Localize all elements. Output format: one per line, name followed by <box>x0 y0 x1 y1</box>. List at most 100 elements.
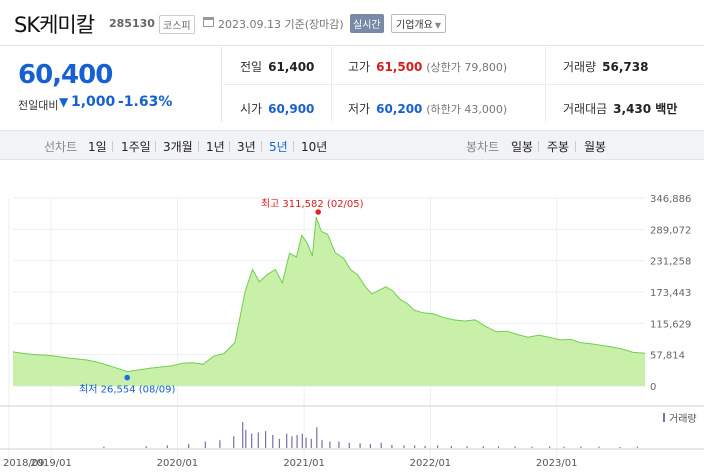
volume-bar <box>497 446 500 448</box>
chart-period-tabs: 선차트 1일 1주일 3개월 1년 3년 5년 10년 봉차트 일봉 주봉 월봉 <box>0 130 704 160</box>
candle-chart-label: 봉차트 <box>466 140 500 154</box>
y-tick-label: 346,886 <box>650 194 691 205</box>
divider <box>112 141 113 152</box>
volume-bar <box>305 437 307 448</box>
divider <box>293 141 294 152</box>
x-tick-label: 2022/01 <box>410 458 452 469</box>
volume-bar <box>338 441 340 448</box>
volume-bar <box>265 431 267 448</box>
volume-bar <box>219 440 221 448</box>
volume-bar <box>245 429 247 448</box>
lower-limit: (하한가 43,000) <box>426 103 508 116</box>
stock-header: SK케미칼 285130 코스피 2023.09.13 기준(장마감) 실시간 … <box>0 0 704 46</box>
change-label: 전일대비 <box>18 99 59 112</box>
company-info-label: 기업개요 <box>396 20 433 31</box>
stat-label: 고가 <box>348 60 371 74</box>
stat-volume: 거래량 56,738 <box>563 58 648 75</box>
divider <box>575 141 576 152</box>
tab-daily[interactable]: 일봉 <box>511 140 534 154</box>
company-info-dropdown[interactable]: 기업개요 ▼ <box>391 14 446 33</box>
chart-annotations: 최고 311,582 (02/05) 최저 26,554 (08/09) <box>79 198 364 396</box>
divider <box>155 141 156 152</box>
volume-bar <box>424 445 426 448</box>
volume-bar <box>359 443 361 448</box>
stat-label: 시가 <box>240 102 263 116</box>
stat-label: 거래량 <box>563 60 597 74</box>
volume-bar <box>286 433 288 448</box>
price-line <box>12 216 646 373</box>
divider <box>538 141 539 152</box>
y-tick-label: 0 <box>650 382 656 393</box>
y-tick-label: 115,629 <box>650 319 691 330</box>
volume-legend: 거래량 <box>669 413 697 425</box>
stat-high: 고가 61,500 (상한가 79,800) <box>348 58 507 75</box>
tab-10y[interactable]: 10년 <box>301 140 328 154</box>
market-badge: 코스피 <box>159 15 195 34</box>
stat-label: 저가 <box>348 102 371 116</box>
price-area <box>13 217 645 386</box>
volume-bar <box>204 441 206 448</box>
y-tick-label: 57,814 <box>650 351 685 362</box>
volume-bar <box>580 446 582 448</box>
tab-monthly[interactable]: 월봉 <box>584 140 607 154</box>
divider <box>223 84 704 85</box>
stat-label: 전일 <box>240 60 263 74</box>
tab-3m[interactable]: 3개월 <box>163 140 193 154</box>
x-tick-label: 2019/01 <box>30 458 72 469</box>
stock-code: 285130 <box>109 17 155 30</box>
stat-label: 거래대금 <box>563 102 608 116</box>
stat-prev-close: 전일 61,400 <box>240 58 314 75</box>
stat-trade-amount: 거래대금 3,430 백만 <box>563 100 677 117</box>
y-axis-labels: 346,886 289,072 231,258 173,443 115,629 57,81… <box>650 194 691 393</box>
x-tick-label: 2021/01 <box>283 458 325 469</box>
down-triangle-icon: ▼ <box>59 95 69 109</box>
tab-weekly[interactable]: 주봉 <box>547 140 570 154</box>
volume-bar <box>380 442 382 448</box>
volume-bar <box>296 435 298 448</box>
volume-bar <box>348 442 350 448</box>
x-tick-label: 2023/01 <box>536 458 578 469</box>
change-value: 1,000 <box>71 94 116 110</box>
volume-bar <box>251 433 253 448</box>
volume-bar <box>310 438 312 448</box>
volume-bar <box>233 436 235 448</box>
price-chart-svg: 346,886 289,072 231,258 173,443 115,629 57,81… <box>0 194 704 469</box>
realtime-button[interactable]: 실시간 <box>350 14 384 33</box>
volume-bar <box>291 436 293 448</box>
stat-value: 61,500 <box>376 60 423 74</box>
volume-bar <box>403 445 405 448</box>
volume-bar <box>329 441 331 448</box>
stat-value: 60,200 <box>376 102 423 116</box>
low-marker <box>124 374 131 381</box>
tab-1d[interactable]: 1일 <box>88 140 107 154</box>
change-percent: -1.63% <box>118 94 173 110</box>
volume-bar <box>466 446 468 448</box>
volume-bar <box>103 446 105 448</box>
volume-bar <box>301 433 303 448</box>
volume-legend-swatch <box>663 413 665 422</box>
volume-bar <box>531 446 533 448</box>
tab-1w[interactable]: 1주일 <box>121 140 151 154</box>
high-marker <box>315 209 321 215</box>
stat-value: 56,738 <box>602 60 649 74</box>
volume-bar <box>482 446 484 448</box>
tab-1y[interactable]: 1년 <box>206 140 225 154</box>
volume-bar <box>514 446 516 448</box>
divider <box>545 47 546 122</box>
price-stats-grid: 전일 61,400 고가 61,500 (상한가 79,800) 거래량 56,738… <box>223 47 704 122</box>
volume-bar <box>242 422 244 448</box>
calendar-icon <box>203 17 214 27</box>
upper-limit: (상한가 79,800) <box>426 61 508 74</box>
volume-bar <box>166 445 168 448</box>
volume-bar <box>391 444 393 448</box>
volume-bar <box>636 446 638 448</box>
divider <box>331 47 332 122</box>
tab-5y[interactable]: 5년 <box>269 140 288 154</box>
volume-bar <box>619 447 621 448</box>
volume-bars: 거래량 <box>103 413 697 448</box>
y-tick-label: 173,443 <box>650 288 691 299</box>
stock-name: SK케미칼 <box>14 13 95 37</box>
volume-bar <box>414 445 416 448</box>
tab-3y[interactable]: 3년 <box>237 140 256 154</box>
chevron-down-icon: ▼ <box>434 21 441 30</box>
